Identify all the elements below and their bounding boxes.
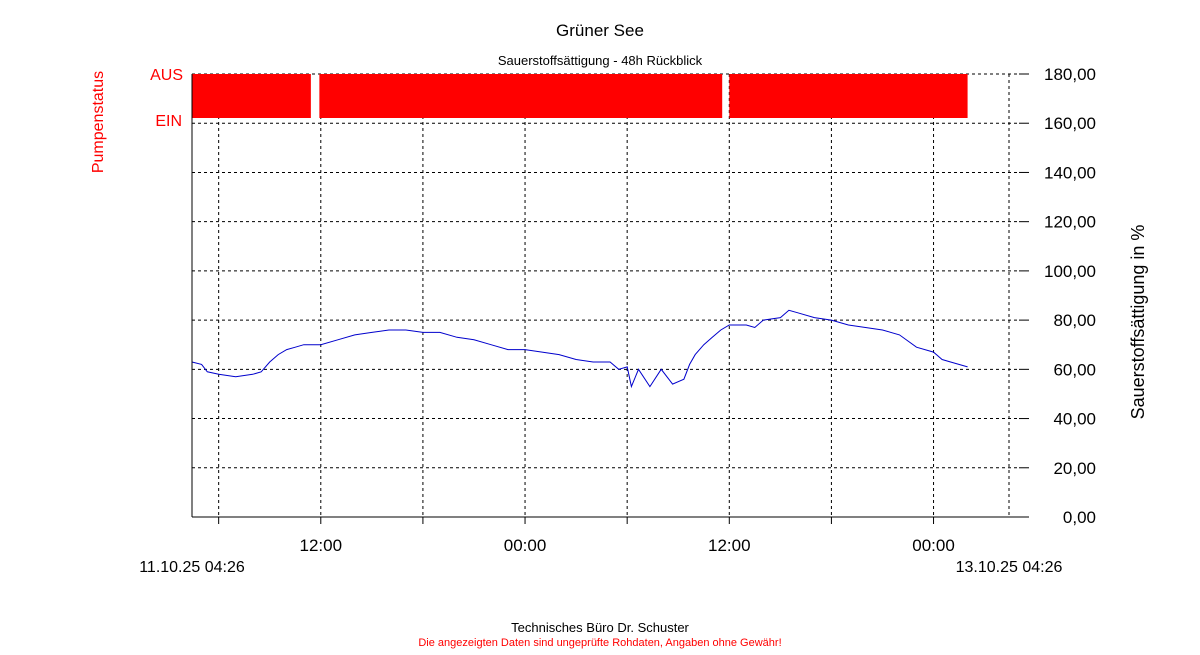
grid-layer [192, 73, 1019, 517]
x-tick-labels: 12:00 00:00 12:00 00:00 [300, 536, 955, 555]
y-axis-label: Sauerstoffsättigung in % [1128, 225, 1148, 420]
y-tick-label: 100,00 [1044, 262, 1096, 281]
y-tick-label: 80,00 [1053, 311, 1096, 330]
pump-status-bar [192, 74, 311, 118]
x-end-label: 13.10.25 04:26 [956, 559, 1063, 576]
y-tick-label: 0,00 [1063, 508, 1096, 527]
pump-status-aus-label: AUS [150, 67, 183, 84]
footer-disclaimer: Die angezeigten Daten sind ungeprüfte Ro… [418, 637, 781, 649]
y-tick-label: 160,00 [1044, 114, 1096, 133]
pump-status-bar [319, 74, 723, 118]
series-line [191, 309, 968, 389]
chart-subtitle: Sauerstoffsättigung - 48h Rückblick [498, 53, 703, 68]
y-tick-label: 20,00 [1053, 459, 1096, 478]
pump-status-bar [729, 74, 968, 118]
x-tick-label: 00:00 [912, 536, 955, 555]
y-tick-label: 120,00 [1044, 213, 1096, 232]
y-tick-labels: 0,00 20,00 40,00 60,00 80,00 100,00 120,00 140,… [1044, 65, 1096, 527]
pump-status-layer [192, 74, 968, 118]
x-tick-label: 12:00 [708, 536, 751, 555]
series-layer [191, 309, 968, 389]
y-tick-label: 180,00 [1044, 65, 1096, 84]
footer-company: Technisches Büro Dr. Schuster [511, 620, 689, 635]
y-tick-label: 140,00 [1044, 163, 1096, 182]
pump-status-axis-label: Pumpenstatus [90, 71, 107, 173]
y-tick-label: 40,00 [1053, 410, 1096, 429]
x-tick-label: 12:00 [300, 536, 343, 555]
chart-title: Grüner See [556, 21, 644, 40]
axis-layer [191, 73, 1029, 524]
pump-status-ein-label: EIN [155, 113, 182, 130]
x-tick-label: 00:00 [504, 536, 547, 555]
y-tick-label: 60,00 [1053, 360, 1096, 379]
x-start-label: 11.10.25 04:26 [139, 559, 245, 576]
